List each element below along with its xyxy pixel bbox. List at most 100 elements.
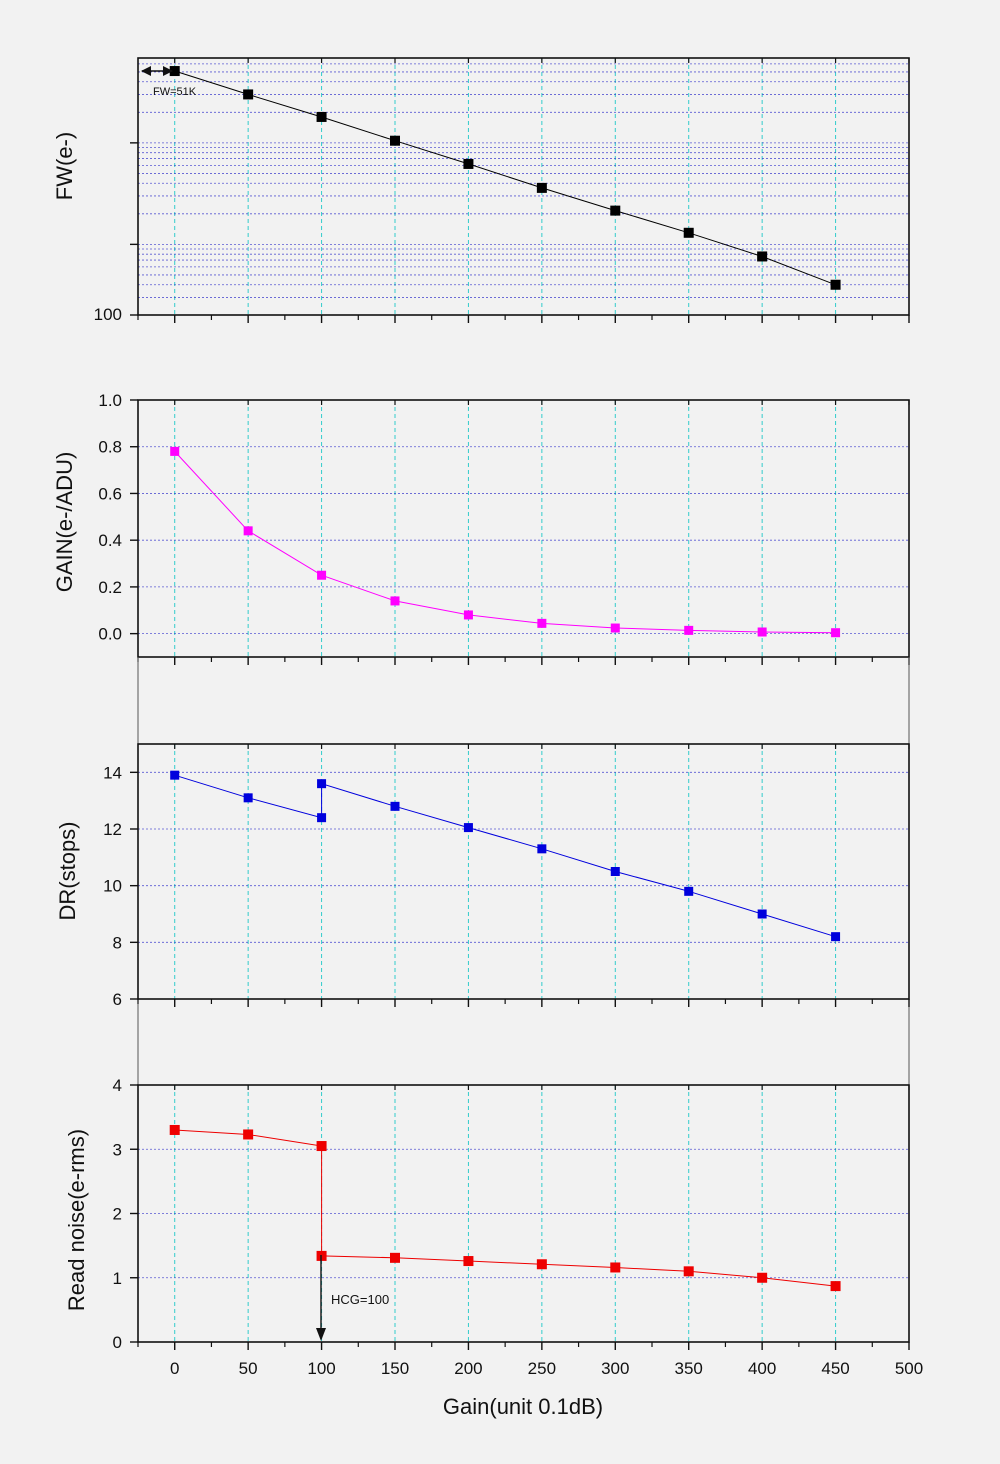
- fw-data-point: [757, 251, 768, 262]
- fw-plot-frame: [137, 57, 910, 316]
- read-noise-ticks: [130, 1084, 910, 1350]
- gain-y-tick-label: 0.2: [98, 578, 122, 597]
- x-tick-label: 300: [601, 1359, 629, 1378]
- gain-y-tick-label: 0.6: [98, 484, 122, 503]
- gain-data-point: [317, 570, 327, 580]
- hcg-annotation-label: HCG=100: [331, 1292, 389, 1307]
- hcg-annotation-arrowhead: [316, 1328, 326, 1341]
- dr-data-point: [317, 813, 327, 823]
- rn-data-point: [610, 1262, 621, 1273]
- dr-panel: 6 8 10 12 14 DR(stops): [55, 743, 910, 1009]
- x-tick-label: 50: [239, 1359, 258, 1378]
- gain-y-tick-label: 0.4: [98, 531, 122, 550]
- dr-data-point: [390, 801, 400, 811]
- dr-data-point: [537, 844, 547, 854]
- x-tick-label: 400: [748, 1359, 776, 1378]
- rn-y-tick-label: 3: [113, 1140, 122, 1159]
- x-tick-label: 350: [675, 1359, 703, 1378]
- fw-y-axis-title: FW(e-): [52, 132, 77, 200]
- fw-series: [169, 66, 841, 290]
- dr-series: [170, 770, 841, 942]
- fw-annotation: FW=51K: [141, 66, 197, 98]
- x-tick-label: 100: [307, 1359, 335, 1378]
- fw-data-point: [536, 182, 547, 193]
- rn-y-tick-label: 0: [113, 1333, 122, 1352]
- fw-annotation-arrowhead-right: [163, 66, 173, 76]
- rn-data-point: [169, 1124, 180, 1135]
- x-tick-label: 250: [528, 1359, 556, 1378]
- fw-grid: [138, 58, 909, 315]
- gain-plot-frame: [137, 399, 910, 658]
- rn-data-point: [463, 1256, 474, 1267]
- dr-data-point: [170, 770, 180, 780]
- read-noise-panel: 0 1 2 3 4 0 50 100 150 200 250 300 350 400 450 500 Rea…: [64, 1076, 923, 1419]
- x-tick-label: 200: [454, 1359, 482, 1378]
- fw-data-point: [169, 66, 180, 77]
- gain-series: [170, 446, 841, 638]
- dr-data-point: [684, 886, 694, 896]
- fw-series-line: [174, 70, 836, 286]
- fw-y-tick-label-100: 100: [94, 305, 122, 324]
- read-noise-y-axis-title: Read noise(e-rms): [64, 1129, 89, 1311]
- fw-data-point: [316, 111, 327, 122]
- gain-grid: [138, 400, 909, 657]
- fw-data-point: [243, 89, 254, 100]
- rn-data-point: [243, 1129, 254, 1140]
- rn-data-point: [830, 1281, 841, 1292]
- x-tick-label: 500: [895, 1359, 923, 1378]
- dr-y-axis-title: DR(stops): [55, 821, 80, 920]
- gain-data-point: [831, 628, 841, 638]
- rn-y-tick-label: 1: [113, 1269, 122, 1288]
- dr-y-tick-label: 12: [103, 820, 122, 839]
- dr-data-point: [610, 867, 620, 876]
- read-noise-series: [169, 1124, 841, 1292]
- dr-grid: [138, 744, 909, 999]
- gain-data-point: [684, 625, 694, 635]
- gain-data-point: [463, 610, 473, 620]
- read-noise-x-tick-labels: 0 50 100 150 200 250 300 350 400 450 500: [170, 1359, 923, 1378]
- dr-y-tick-label: 10: [103, 877, 122, 896]
- fw-panel: 100 FW(e-) FW=51K: [52, 57, 910, 324]
- read-noise-grid: [138, 1085, 909, 1342]
- rn-data-point: [390, 1252, 400, 1263]
- rn-data-point: [683, 1266, 694, 1277]
- x-tick-label: 450: [821, 1359, 849, 1378]
- fw-data-point: [390, 135, 400, 146]
- fw-data-point: [830, 279, 841, 290]
- rn-y-tick-label: 4: [113, 1076, 122, 1095]
- gain-data-point: [390, 596, 400, 606]
- dr-y-tick-label: 14: [103, 763, 122, 782]
- fw-data-point: [610, 205, 621, 216]
- fw-data-point: [683, 227, 694, 238]
- gain-y-tick-labels: 0.0 0.2 0.4 0.6 0.8 1.0: [98, 391, 122, 644]
- gain-data-point: [610, 623, 620, 633]
- rn-data-point: [757, 1272, 768, 1283]
- dr-y-tick-label: 6: [113, 990, 122, 1009]
- gain-series-line: [174, 451, 836, 634]
- gain-data-point: [757, 627, 767, 637]
- x-tick-label: 150: [381, 1359, 409, 1378]
- gain-y-tick-label: 0.0: [98, 625, 122, 644]
- gain-y-tick-label: 1.0: [98, 391, 122, 410]
- fw-data-point: [463, 158, 474, 169]
- hcg-annotation: HCG=100: [316, 1255, 389, 1341]
- gain-y-tick-label: 0.8: [98, 438, 122, 457]
- gain-y-axis-title: GAIN(e-/ADU): [52, 452, 77, 593]
- fw-ticks: [130, 58, 910, 323]
- dr-ticks: [130, 744, 910, 1007]
- dr-plot-frame: [137, 743, 910, 1000]
- dr-y-tick-label: 8: [113, 933, 122, 952]
- read-noise-y-tick-labels: 0 1 2 3 4: [113, 1076, 122, 1352]
- dr-data-point: [317, 779, 327, 789]
- rn-y-tick-label: 2: [113, 1205, 122, 1224]
- dr-data-point: [831, 932, 841, 942]
- x-tick-label: 0: [170, 1359, 179, 1378]
- x-axis-title: Gain(unit 0.1dB): [443, 1394, 603, 1419]
- dr-data-point: [757, 909, 767, 919]
- rn-data-point: [316, 1141, 327, 1152]
- dr-data-point: [243, 793, 253, 803]
- fw-annotation-label: FW=51K: [153, 86, 197, 98]
- dr-data-point: [463, 823, 473, 833]
